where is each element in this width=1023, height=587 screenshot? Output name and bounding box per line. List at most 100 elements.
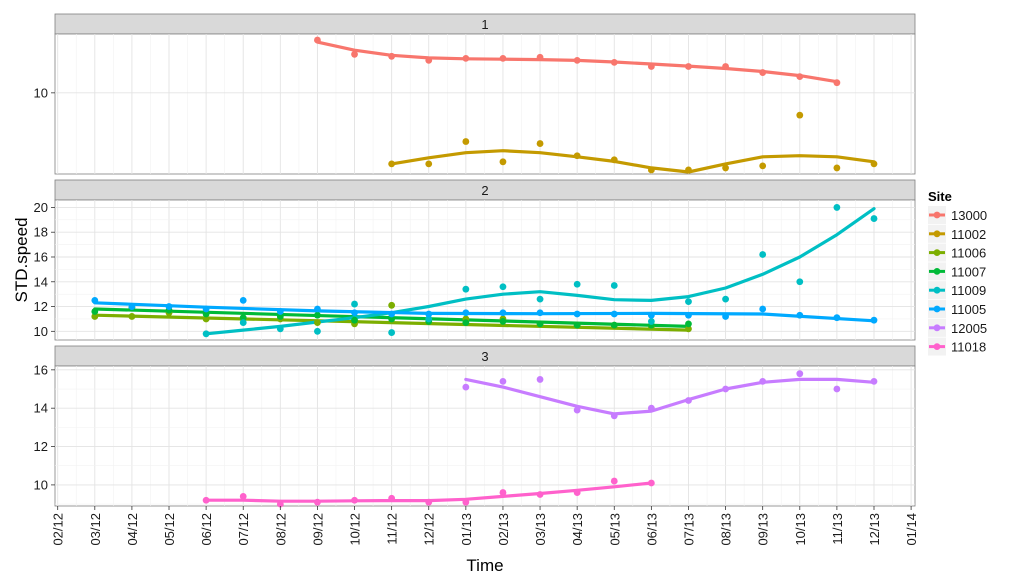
data-point-11005 <box>351 309 358 317</box>
data-point-13000 <box>833 79 841 87</box>
data-point-13000 <box>388 52 396 60</box>
panel-3: 3 10 12 14 16 <box>34 345 916 508</box>
data-point-11007 <box>610 321 618 329</box>
data-point-11007 <box>536 320 544 328</box>
data-point-13000 <box>425 56 433 64</box>
data-point-11009 <box>833 204 841 211</box>
data-point-11007 <box>314 311 321 319</box>
data-point-11005 <box>759 305 767 313</box>
x-tick-label: 01/14 <box>904 513 919 546</box>
data-point-11002 <box>573 152 581 160</box>
data-point-11002 <box>833 164 841 172</box>
data-point-13000 <box>462 54 470 62</box>
legend-key-point <box>933 249 941 256</box>
data-point-11009 <box>239 319 247 327</box>
data-point-12005 <box>833 385 841 393</box>
facet-strip-label: 1 <box>481 17 488 32</box>
x-tick-label: 06/12 <box>199 513 214 546</box>
panel-1: 1 10 <box>34 13 916 175</box>
x-tick-label: 03/12 <box>88 513 103 546</box>
y-tick-label: 18 <box>34 225 48 240</box>
y-tick-label: 16 <box>34 362 48 377</box>
data-point-13000 <box>796 73 804 81</box>
x-tick-label: 04/13 <box>570 513 585 546</box>
data-point-11006 <box>91 313 99 320</box>
data-point-11002 <box>388 160 396 168</box>
data-point-11009 <box>425 315 433 323</box>
data-point-11005 <box>573 310 581 318</box>
data-point-12005 <box>759 377 767 385</box>
y-tick-label: 10 <box>34 477 48 492</box>
data-point-11009 <box>462 285 470 293</box>
y-tick-label: 14 <box>34 401 48 416</box>
data-point-11005 <box>239 296 247 304</box>
x-tick-label: 07/12 <box>236 513 251 546</box>
data-point-13000 <box>647 63 655 70</box>
data-point-11007 <box>685 320 692 328</box>
data-point-11018 <box>610 477 618 485</box>
data-point-11006 <box>202 315 210 323</box>
data-point-11009 <box>685 298 692 305</box>
data-point-11005 <box>610 310 618 318</box>
data-point-11006 <box>388 301 396 309</box>
data-point-11005 <box>833 314 841 322</box>
data-point-11018 <box>239 493 247 500</box>
data-point-12005 <box>647 404 655 412</box>
data-point-11002 <box>536 140 544 147</box>
legend-label: 13000 <box>951 208 987 223</box>
data-point-11018 <box>425 498 433 506</box>
legend: Site 13000 11002 11006 11007 11009 11005 12005 1… <box>928 189 987 356</box>
data-point-11002 <box>462 138 470 145</box>
x-tick-label: 09/12 <box>310 513 325 546</box>
data-point-13000 <box>573 56 581 64</box>
x-tick-label: 08/12 <box>273 513 288 546</box>
data-point-13000 <box>314 36 321 44</box>
data-point-13000 <box>536 53 544 61</box>
data-point-11005 <box>536 309 544 317</box>
data-point-11005 <box>722 313 729 320</box>
x-tick-label: 07/13 <box>681 513 696 546</box>
x-tick-label: 10/12 <box>348 513 363 546</box>
data-point-12005 <box>536 376 544 383</box>
data-point-11006 <box>685 325 692 333</box>
x-tick-label: 05/13 <box>607 513 622 546</box>
legend-label: 12005 <box>951 321 987 336</box>
data-point-11005 <box>388 310 396 318</box>
y-axis-title: STD.speed <box>12 217 31 302</box>
data-point-11018 <box>462 498 470 506</box>
x-tick-label: 02/12 <box>51 513 66 546</box>
legend-label: 11007 <box>951 264 986 279</box>
x-tick-label: 10/13 <box>793 513 808 546</box>
x-tick-label: 08/13 <box>719 513 734 546</box>
y-tick-label: 12 <box>34 299 48 314</box>
data-point-11005 <box>647 311 655 319</box>
legend-key-point <box>933 211 941 219</box>
data-point-11005 <box>202 305 210 313</box>
data-point-11002 <box>425 160 433 168</box>
data-point-11002 <box>796 111 804 119</box>
data-point-11005 <box>91 296 99 304</box>
data-point-11009 <box>610 282 618 289</box>
data-point-11009 <box>276 325 284 333</box>
series-line-11002 <box>390 149 876 174</box>
data-point-11002 <box>759 162 767 170</box>
data-point-11002 <box>610 156 618 164</box>
x-tick-label: 02/13 <box>496 513 511 546</box>
data-point-11007 <box>388 315 396 323</box>
data-point-11009 <box>573 280 581 288</box>
data-point-11018 <box>276 500 284 508</box>
data-point-11009 <box>499 283 507 291</box>
y-tick-label: 10 <box>34 85 48 100</box>
data-point-11007 <box>351 316 358 324</box>
x-tick-label: 01/13 <box>459 513 474 546</box>
legend-key-point <box>933 305 941 313</box>
data-point-13000 <box>685 63 692 70</box>
legend-key-point <box>933 268 941 275</box>
data-point-12005 <box>499 377 507 385</box>
data-point-13000 <box>499 54 507 62</box>
data-point-11007 <box>239 314 247 322</box>
data-point-11018 <box>499 489 507 496</box>
legend-key-point <box>933 286 941 294</box>
data-point-11005 <box>796 311 804 319</box>
